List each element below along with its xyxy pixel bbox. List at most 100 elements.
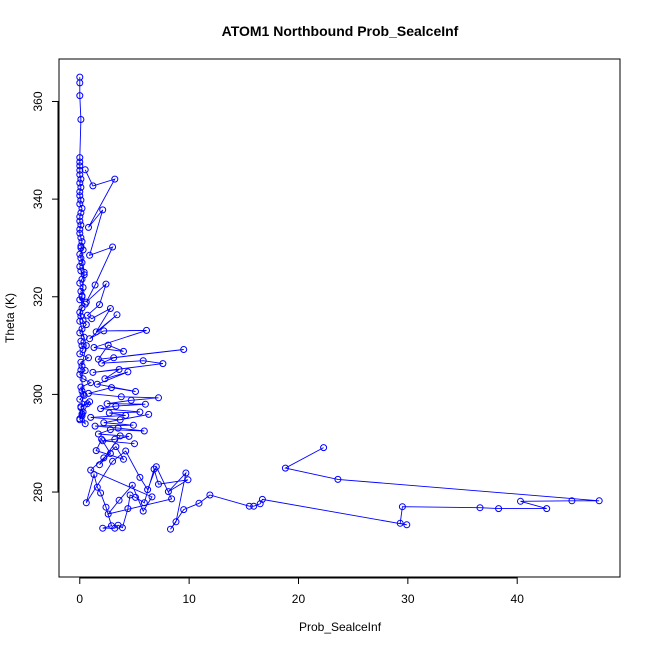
data-point — [76, 279, 84, 287]
data-point — [86, 335, 94, 343]
data-point — [140, 427, 148, 435]
data-point — [77, 403, 85, 411]
chart-title: ATOM1 Northbound Prob_SealceInf — [222, 23, 459, 39]
data-point — [152, 463, 160, 471]
data-point — [87, 413, 95, 421]
data-point — [112, 402, 120, 410]
data-point — [104, 510, 112, 518]
data-point — [143, 326, 150, 334]
data-point — [115, 496, 123, 504]
data-point — [80, 271, 88, 279]
data-point — [76, 213, 84, 221]
data-point — [206, 491, 214, 499]
data-point — [98, 435, 106, 443]
data-point — [155, 394, 162, 402]
data-point — [131, 440, 138, 448]
data-point — [77, 175, 85, 183]
data-point — [76, 250, 84, 258]
data-point — [93, 483, 101, 491]
data-point — [77, 337, 85, 345]
data-point — [258, 495, 266, 503]
data-point — [145, 410, 153, 418]
data-point — [77, 366, 85, 374]
y-tick-label-3: 340 — [31, 189, 45, 209]
data-point — [77, 242, 85, 250]
data-point — [91, 422, 99, 430]
data-point — [77, 234, 85, 242]
data-point — [184, 476, 192, 484]
data-point — [106, 305, 114, 312]
data-point — [98, 359, 106, 367]
data-point — [77, 221, 85, 229]
data-point — [76, 350, 84, 358]
data-point — [76, 158, 84, 166]
data-point — [81, 166, 89, 174]
data-point — [79, 246, 87, 254]
data-point — [78, 275, 86, 283]
data-point — [77, 244, 85, 252]
data-point — [141, 400, 149, 408]
y-axis: 280 300 320 340 360 — [31, 91, 59, 502]
data-point — [122, 411, 130, 419]
data-point — [105, 409, 113, 417]
y-axis-label: Theta (K) — [3, 293, 17, 343]
data-point — [99, 524, 107, 532]
data-point — [150, 465, 158, 473]
data-point — [78, 204, 86, 212]
data-point — [128, 481, 136, 489]
data-point — [568, 497, 576, 505]
data-point — [136, 408, 144, 416]
data-point — [88, 315, 96, 323]
data-point — [398, 503, 406, 511]
data-point — [100, 454, 108, 462]
data-point — [76, 263, 84, 270]
data-point — [90, 344, 98, 351]
data-point — [89, 368, 97, 376]
data-point — [78, 325, 86, 333]
data-point — [97, 405, 105, 413]
data-point — [76, 415, 84, 423]
data-point — [595, 497, 603, 505]
data-point — [125, 432, 133, 440]
data-point — [195, 499, 203, 507]
data-point — [82, 321, 90, 329]
data-point — [87, 379, 95, 387]
data-point — [139, 357, 147, 365]
data-point — [77, 183, 85, 191]
data-point — [76, 154, 84, 162]
data-point — [92, 328, 100, 336]
data-point — [116, 432, 124, 440]
data-point — [86, 251, 94, 259]
data-point — [334, 475, 342, 483]
data-point — [139, 507, 147, 515]
data-point — [76, 179, 84, 187]
data-point — [495, 505, 503, 513]
data-point — [99, 206, 107, 214]
data-point — [120, 455, 127, 463]
data-point — [82, 342, 90, 350]
y-tick-label-2: 320 — [31, 286, 45, 306]
data-point — [77, 209, 85, 217]
data-point — [76, 92, 84, 100]
data-point — [127, 396, 135, 404]
data-point — [85, 389, 92, 397]
data-point — [93, 380, 101, 388]
data-point — [76, 395, 84, 403]
data-point — [77, 358, 85, 366]
x-tick-label-0: 0 — [76, 592, 83, 606]
data-point — [76, 329, 84, 337]
data-point — [80, 391, 88, 399]
data-point — [76, 162, 84, 170]
data-point — [77, 116, 85, 123]
data-point — [250, 502, 258, 510]
data-point — [106, 450, 114, 457]
data-point — [76, 317, 84, 325]
data-point — [81, 367, 89, 374]
data-point — [102, 280, 110, 288]
data-point — [281, 464, 289, 472]
data-point — [97, 489, 105, 497]
data-point — [76, 171, 84, 179]
data-point — [79, 375, 87, 383]
data-point — [92, 447, 100, 455]
data-point — [180, 346, 188, 353]
